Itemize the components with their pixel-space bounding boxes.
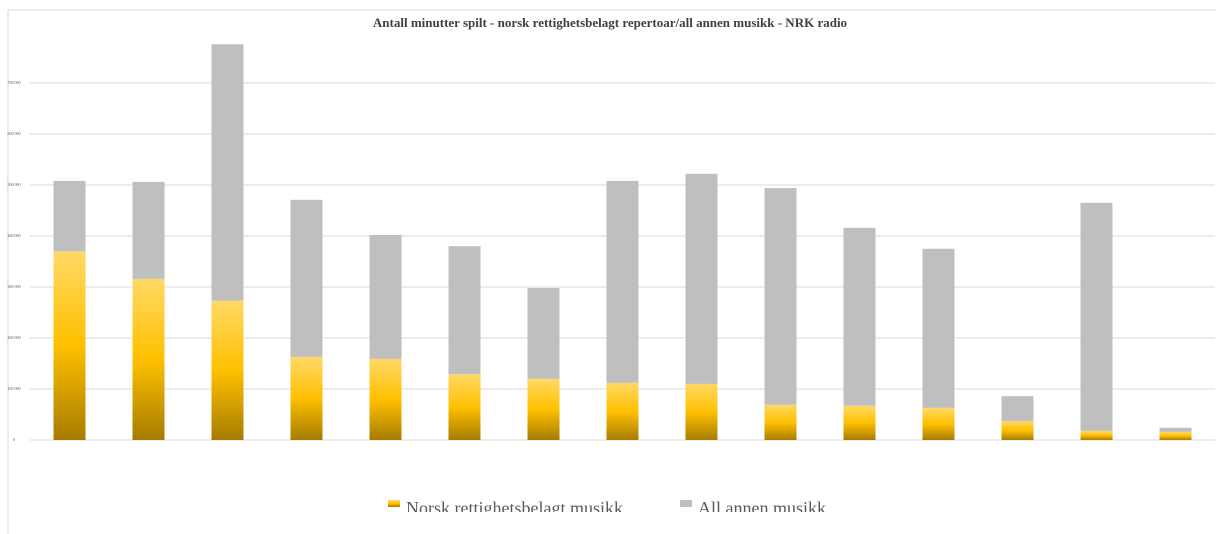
bar-segment: [132, 278, 165, 440]
y-tick-label: 0: [13, 437, 15, 442]
bar-segment: [685, 173, 718, 384]
y-tick-label: 400 000: [8, 233, 21, 238]
bar-segment: [369, 358, 402, 440]
bar-segment: [843, 405, 876, 440]
bar-segment: [448, 374, 481, 440]
bar-segment: [1159, 427, 1192, 432]
y-tick-label: 600 000: [8, 131, 21, 136]
y-tick-label: 300 000: [8, 284, 21, 289]
legend-swatch: [388, 500, 400, 507]
bar-segment: [843, 227, 876, 406]
y-tick-label: 200 000: [8, 335, 21, 340]
bar-segment: [606, 382, 639, 440]
bar-segment: [1080, 430, 1113, 440]
bar-segment: [606, 180, 639, 383]
bar-segment: [448, 246, 481, 375]
legend-swatch: [680, 500, 692, 507]
y-tick-label: 100 000: [8, 386, 21, 391]
bar-segment: [764, 188, 797, 405]
bar-segment: [53, 180, 86, 252]
bar-segment: [1001, 396, 1034, 422]
y-tick-label: 700 000: [8, 80, 21, 85]
chart-title: Antall minutter spilt - norsk rettighets…: [373, 15, 847, 30]
bar-segment: [132, 181, 165, 279]
bar-segment: [527, 288, 560, 379]
bar-segment: [1001, 421, 1034, 440]
bar-segment: [922, 248, 955, 408]
legend-label: Norsk rettighetsbelagt musikk: [406, 498, 623, 518]
bar-segment: [1080, 202, 1113, 431]
bar-segment: [211, 300, 244, 440]
bar-segment: [290, 356, 323, 440]
bar-segment: [290, 199, 323, 357]
bar-segment: [1159, 431, 1192, 440]
bar-segment: [53, 251, 86, 440]
bar-segment: [764, 404, 797, 440]
bar-segment: [922, 407, 955, 440]
bar-segment: [369, 234, 402, 359]
bar-segment: [211, 44, 244, 301]
legend-label: All annen musikk: [698, 498, 826, 518]
bar-segment: [685, 383, 718, 440]
y-tick-label: 500 000: [8, 182, 21, 187]
bar-segment: [527, 378, 560, 440]
plot: 0 100 000 200 000 300 000 400 000 500 000 600 …: [8, 44, 1215, 518]
